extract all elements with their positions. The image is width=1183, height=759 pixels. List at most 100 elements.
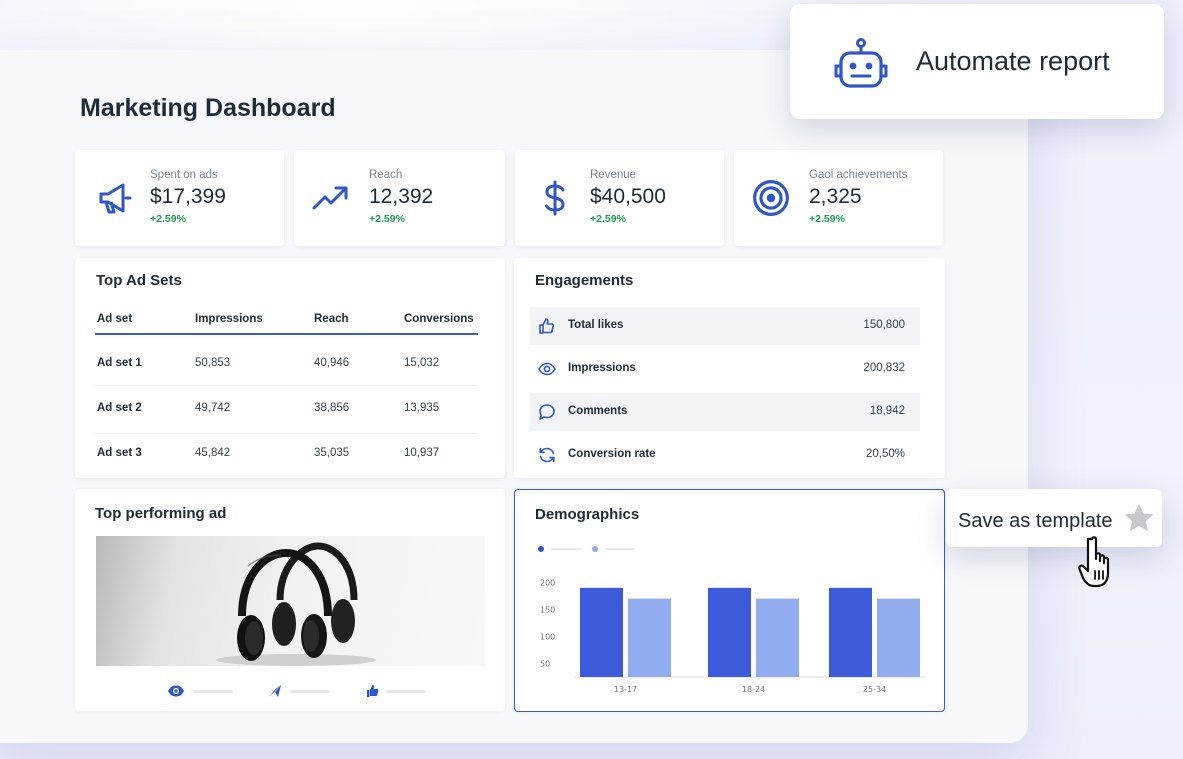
engagement-value: 18,942 bbox=[869, 405, 905, 417]
bar-13-17-series-1[interactable] bbox=[580, 587, 623, 677]
table-header-underline bbox=[95, 333, 478, 335]
save-as-template-label: Save as template bbox=[958, 510, 1113, 532]
thumbs-up-icon bbox=[367, 685, 379, 697]
row-divider bbox=[95, 433, 478, 434]
cell: 45,842 bbox=[195, 447, 231, 459]
card-title: Top Ad Sets bbox=[96, 272, 182, 289]
column-header: Conversions bbox=[404, 313, 474, 325]
kpi-change: +2.59% bbox=[809, 213, 845, 225]
robot-icon bbox=[834, 38, 888, 88]
engagement-label: Comments bbox=[568, 405, 628, 417]
save-as-template-button[interactable]: Save as template bbox=[946, 489, 1162, 547]
card-title: Top performing ad bbox=[95, 505, 227, 522]
cell: 38,856 bbox=[314, 402, 350, 414]
kpi-label: Revenue bbox=[590, 169, 637, 181]
ad-stat-shares bbox=[268, 684, 338, 698]
top-ad-sets-card: Top Ad Sets Ad set Impressions Reach Con… bbox=[75, 258, 505, 478]
cell: 40,946 bbox=[314, 357, 350, 369]
kpi-value: 2,325 bbox=[809, 185, 862, 208]
kpi-value: 12,392 bbox=[369, 185, 434, 208]
kpi-value: $17,399 bbox=[150, 185, 226, 208]
card-title: Engagements bbox=[535, 272, 634, 289]
cell: 10,937 bbox=[404, 447, 440, 459]
kpi-value: $40,500 bbox=[590, 185, 666, 208]
x-tick-label: 25-34 bbox=[863, 685, 886, 694]
cell: 13,935 bbox=[404, 402, 440, 414]
engagement-label: Impressions bbox=[568, 362, 636, 374]
kpi-label: Spent on ads bbox=[150, 169, 218, 181]
megaphone-icon bbox=[99, 183, 132, 214]
dollar-icon bbox=[545, 180, 565, 216]
trend-up-icon bbox=[312, 186, 348, 210]
cell: Ad set 3 bbox=[97, 447, 142, 459]
demographics-chart: 200 150 100 50 13-17 18-24 25-34 bbox=[538, 546, 925, 694]
ad-stat-likes bbox=[366, 684, 436, 698]
engagement-row-impressions[interactable]: Impressions 200,832 bbox=[530, 350, 920, 388]
engagement-row-conversion[interactable]: Conversion rate 20,50% bbox=[530, 436, 920, 474]
engagement-row-likes[interactable]: Total likes 150,800 bbox=[530, 307, 920, 345]
bar-18-24-series-1[interactable] bbox=[708, 587, 751, 677]
column-header: Reach bbox=[314, 313, 349, 325]
bar-25-34-series-1[interactable] bbox=[829, 587, 872, 677]
hand-pointer-icon bbox=[1078, 536, 1110, 588]
stat-bar bbox=[290, 690, 330, 693]
eye-icon bbox=[538, 362, 556, 376]
target-icon bbox=[753, 180, 789, 216]
cell: 49,742 bbox=[195, 402, 231, 414]
cell: 15,032 bbox=[404, 357, 440, 369]
cell: Ad set 2 bbox=[97, 402, 142, 414]
y-tick-label: 200 bbox=[540, 578, 555, 587]
kpi-label: Gaol achievements bbox=[809, 169, 908, 181]
stat-bar bbox=[386, 690, 426, 693]
x-tick-label: 13-17 bbox=[614, 685, 637, 694]
legend-line bbox=[605, 548, 635, 550]
send-icon bbox=[269, 685, 281, 697]
kpi-card-reach[interactable]: Reach 12,392 +2.59% bbox=[294, 150, 505, 246]
table-row[interactable]: Ad set 3 45,842 35,035 10,937 bbox=[95, 447, 477, 467]
table-header: Ad set Impressions Reach Conversions bbox=[95, 313, 477, 333]
y-tick-label: 150 bbox=[540, 605, 555, 614]
comment-icon bbox=[539, 404, 555, 420]
kpi-change: +2.59% bbox=[590, 213, 626, 225]
table-row[interactable]: Ad set 1 50,853 40,946 15,032 bbox=[95, 357, 477, 377]
legend-line bbox=[551, 548, 581, 550]
row-divider bbox=[95, 385, 478, 386]
refresh-icon bbox=[539, 447, 555, 463]
kpi-label: Reach bbox=[369, 169, 403, 181]
demographics-card[interactable]: Demographics 200 150 100 50 13-17 18-24 25-34 bbox=[514, 489, 945, 712]
table-row[interactable]: Ad set 2 49,742 38,856 13,935 bbox=[95, 402, 477, 422]
kpi-card-spent[interactable]: Spent on ads $17,399 +2.59% bbox=[75, 150, 284, 246]
stat-bar bbox=[193, 690, 233, 693]
bar-18-24-series-2[interactable] bbox=[756, 598, 799, 677]
cell: 50,853 bbox=[195, 357, 231, 369]
engagement-label: Conversion rate bbox=[568, 448, 656, 460]
engagement-label: Total likes bbox=[568, 319, 624, 331]
engagements-card: Engagements Total likes 150,800 Impressi… bbox=[514, 258, 945, 478]
ad-stat-views bbox=[167, 684, 237, 698]
kpi-card-revenue[interactable]: Revenue $40,500 +2.59% bbox=[515, 150, 724, 246]
kpi-change: +2.59% bbox=[150, 213, 186, 225]
thumbs-up-icon bbox=[539, 318, 555, 334]
column-header: Impressions bbox=[195, 313, 263, 325]
kpi-card-goals[interactable]: Gaol achievements 2,325 +2.59% bbox=[734, 150, 943, 246]
eye-icon bbox=[168, 685, 184, 697]
star-icon[interactable] bbox=[1123, 503, 1155, 533]
kpi-change: +2.59% bbox=[369, 213, 405, 225]
bar-25-34-series-2[interactable] bbox=[877, 598, 920, 677]
ad-image[interactable] bbox=[96, 536, 485, 666]
engagement-value: 20,50% bbox=[865, 448, 905, 460]
cell: Ad set 1 bbox=[97, 357, 142, 369]
engagement-value: 150,800 bbox=[863, 319, 905, 331]
y-tick-label: 100 bbox=[540, 632, 555, 641]
automate-report-card[interactable]: Automate report bbox=[790, 4, 1164, 119]
headphones-image bbox=[216, 542, 376, 666]
column-header: Ad set bbox=[97, 313, 133, 325]
bar-13-17-series-2[interactable] bbox=[628, 598, 671, 677]
x-tick-label: 18-24 bbox=[742, 685, 765, 694]
engagement-row-comments[interactable]: Comments 18,942 bbox=[530, 393, 920, 431]
page-title: Marketing Dashboard bbox=[80, 94, 336, 122]
top-performing-ad-card: Top performing ad bbox=[75, 489, 505, 711]
engagement-value: 200,832 bbox=[863, 362, 905, 374]
card-title: Demographics bbox=[535, 506, 640, 523]
cell: 35,035 bbox=[314, 447, 350, 459]
